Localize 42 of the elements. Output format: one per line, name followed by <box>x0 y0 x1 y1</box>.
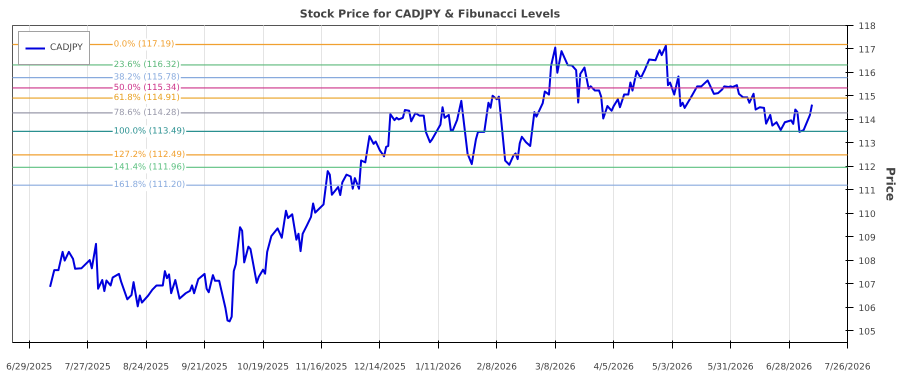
x-tick-label: 9/21/2025 <box>181 362 228 372</box>
x-tick-label: 2/8/2026 <box>476 362 518 372</box>
ref-line-label: 38.2% (115.78) <box>114 72 180 83</box>
ref-line-label: 161.8% (111.20) <box>114 180 186 190</box>
y-tick-label: 115 <box>858 92 876 102</box>
y-tick-label: 113 <box>858 139 876 150</box>
y-tick-label: 112 <box>858 162 876 173</box>
ref-line-label: 0.0% (117.19) <box>114 40 174 50</box>
y-tick-label: 105 <box>858 327 876 338</box>
x-tick-label: 5/31/2026 <box>708 362 754 372</box>
x-tick-label: 5/3/2026 <box>652 362 693 372</box>
x-tick-label: 11/16/2025 <box>296 362 348 372</box>
y-tick-label: 114 <box>858 116 876 126</box>
x-tick-label: 1/11/2026 <box>415 362 462 372</box>
x-tick-label: 3/8/2026 <box>535 362 576 372</box>
x-tick-label: 7/27/2025 <box>64 362 111 372</box>
ref-line-label: 23.6% (116.32) <box>114 60 180 70</box>
ref-line-label: 78.6% (114.28) <box>114 108 180 118</box>
x-tick-label: 12/14/2025 <box>354 362 406 372</box>
y-tick-label: 106 <box>858 304 876 314</box>
y-axis-title: Price <box>884 166 898 202</box>
x-tick-label: 10/19/2025 <box>237 362 289 372</box>
ref-line-label: 127.2% (112.49) <box>114 150 186 160</box>
x-tick-label: 4/5/2026 <box>593 362 634 372</box>
x-tick-label: 6/28/2026 <box>766 362 812 372</box>
ref-line-label: 61.8% (114.91) <box>114 93 180 104</box>
y-tick-label: 110 <box>858 210 876 220</box>
y-tick-label: 109 <box>858 233 876 244</box>
ref-line-label: 141.4% (111.96) <box>114 162 186 172</box>
legend-label: CADJPY <box>50 43 83 53</box>
x-tick-label: 6/29/2025 <box>6 362 52 372</box>
x-tick-label: 8/24/2025 <box>123 362 170 372</box>
y-tick-label: 117 <box>858 45 876 56</box>
ref-line-label: 50.0% (115.34) <box>114 82 180 93</box>
y-tick-label: 108 <box>858 256 876 267</box>
ref-line-label: 100.0% (113.49) <box>114 126 186 136</box>
y-tick-label: 118 <box>858 22 876 32</box>
y-tick-label: 107 <box>858 280 876 290</box>
x-tick-label: 7/26/2026 <box>824 362 871 372</box>
y-tick-label: 116 <box>858 68 876 79</box>
y-tick-label: 111 <box>858 186 876 196</box>
chart-title: Stock Price for CADJPY & Fibunacci Levels <box>300 8 561 20</box>
